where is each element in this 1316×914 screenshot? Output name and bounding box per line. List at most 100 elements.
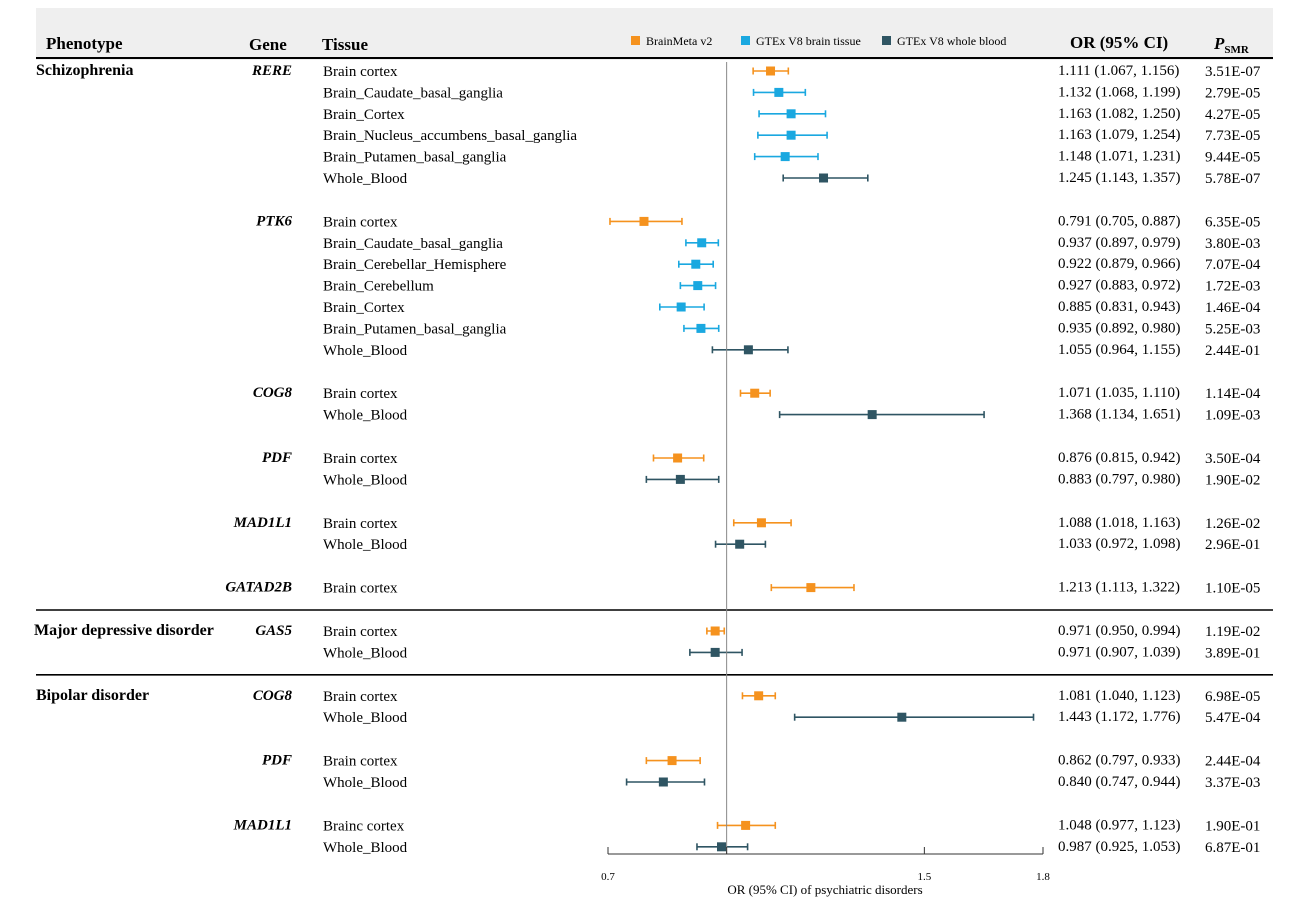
or-ci-value: 1.148 (1.071, 1.231) [1058, 149, 1181, 165]
or-ci-value: 1.163 (1.082, 1.250) [1058, 106, 1181, 122]
x-tick-label: 1.8 [1036, 871, 1050, 883]
or-point-marker [754, 691, 764, 701]
tissue-label: Whole_Blood [323, 343, 408, 359]
p-smr-value: 1.90E-02 [1205, 472, 1260, 488]
tissue-label: Brain cortex [323, 451, 398, 467]
or-point-marker [819, 173, 829, 183]
or-point-marker [676, 302, 686, 312]
or-ci-value: 0.862 (0.797, 0.933) [1058, 753, 1181, 769]
tissue-label: Brain cortex [323, 581, 398, 597]
or-point-marker [774, 87, 784, 97]
gene-label-rere: RERE [251, 63, 292, 79]
legend-swatch-gtex-brain [741, 36, 750, 45]
p-smr-value: 6.98E-05 [1205, 689, 1260, 705]
tissue-label: Whole_Blood [323, 472, 408, 488]
tissue-label: Brain_Cortex [323, 107, 405, 123]
header-tissue: Tissue [322, 35, 368, 54]
tissue-label: Whole_Blood [323, 775, 408, 791]
header-or-ci: OR (95% CI) [1070, 33, 1168, 52]
gene-label-mad1l1: MAD1L1 [233, 817, 292, 833]
p-smr-value: 2.79E-05 [1205, 85, 1260, 101]
gene-label-pdf: PDF [262, 753, 292, 769]
tissue-label: Brain cortex [323, 754, 398, 770]
x-tick-label: 1.5 [917, 871, 931, 883]
tissue-label: Brain cortex [323, 64, 398, 80]
or-point-marker [710, 647, 720, 657]
or-ci-value: 0.885 (0.831, 0.943) [1058, 299, 1181, 315]
or-ci-value: 0.927 (0.883, 0.972) [1058, 278, 1181, 294]
legend: BrainMeta v2 GTEx V8 brain tissue GTEx V… [631, 34, 1006, 48]
or-point-marker [766, 66, 776, 76]
tissue-label: Brain cortex [323, 516, 398, 532]
p-smr-value: 7.73E-05 [1205, 128, 1260, 144]
p-smr-value: 2.96E-01 [1205, 537, 1260, 553]
or-ci-value: 1.033 (0.972, 1.098) [1058, 536, 1181, 552]
p-smr-value: 3.80E-03 [1205, 236, 1260, 252]
p-smr-value: 5.47E-04 [1205, 710, 1261, 726]
or-point-marker [696, 323, 706, 333]
or-point-marker [741, 820, 751, 830]
x-axis: 0.7 1.5 1.8 OR (95% CI) of psychiatric diso… [601, 847, 1050, 897]
p-smr-value: 3.37E-03 [1205, 775, 1260, 791]
or-point-marker [639, 216, 649, 226]
or-ci-value: 0.791 (0.705, 0.887) [1058, 213, 1181, 229]
tissue-label: Brainc cortex [323, 818, 405, 834]
tissue-label: Brain_Putamen_basal_ganglia [323, 321, 507, 337]
p-smr-value: 6.87E-01 [1205, 840, 1260, 856]
or-ci-value: 1.245 (1.143, 1.357) [1058, 170, 1181, 186]
or-point-marker [693, 281, 703, 291]
or-point-marker [897, 712, 907, 722]
or-point-marker [786, 109, 796, 119]
or-point-marker [735, 539, 745, 549]
p-smr-value: 4.27E-05 [1205, 107, 1260, 123]
tissue-label: Brain cortex [323, 689, 398, 705]
tissue-label: Whole_Blood [323, 537, 408, 553]
or-ci-value: 0.883 (0.797, 0.980) [1058, 471, 1181, 487]
tissue-label: Whole_Blood [323, 840, 408, 856]
or-ci-value: 1.368 (1.134, 1.651) [1058, 407, 1181, 423]
or-point-marker [697, 238, 707, 248]
header-p-main: P [1213, 34, 1225, 53]
gene-label-cog8: COG8 [253, 385, 293, 401]
p-smr-value: 5.78E-07 [1205, 171, 1261, 187]
or-ci-value: 1.071 (1.035, 1.110) [1058, 385, 1180, 401]
p-smr-value: 1.09E-03 [1205, 408, 1260, 424]
or-point-marker [691, 259, 701, 269]
or-point-marker [675, 474, 685, 484]
gene-label-pdf: PDF [262, 450, 292, 466]
or-ci-value: 1.055 (0.964, 1.155) [1058, 342, 1181, 358]
tissue-label: Brain_Putamen_basal_ganglia [323, 150, 507, 166]
p-smr-value: 1.26E-02 [1205, 516, 1260, 532]
or-ci-value: 1.443 (1.172, 1.776) [1058, 709, 1181, 725]
or-point-marker [673, 453, 683, 463]
or-point-marker [867, 410, 877, 420]
p-smr-value: 6.35E-05 [1205, 214, 1260, 230]
tissue-label: Brain_Cortex [323, 300, 405, 316]
or-ci-value: 1.081 (1.040, 1.123) [1058, 688, 1181, 704]
p-smr-value: 2.44E-01 [1205, 343, 1260, 359]
or-ci-value: 1.213 (1.113, 1.322) [1058, 580, 1180, 596]
or-ci-value: 0.971 (0.950, 0.994) [1058, 623, 1181, 639]
or-point-marker [786, 130, 796, 140]
or-ci-value: 1.048 (0.977, 1.123) [1058, 817, 1181, 833]
p-smr-value: 1.72E-03 [1205, 279, 1260, 295]
p-smr-value: 1.46E-04 [1205, 300, 1261, 316]
tissue-label: Brain_Cerebellar_Hemisphere [323, 257, 507, 273]
p-smr-value: 9.44E-05 [1205, 150, 1260, 166]
header-p-smr: PSMR [1213, 34, 1250, 56]
x-axis-label: OR (95% CI) of psychiatric disorders [727, 882, 922, 897]
p-smr-value: 3.89E-01 [1205, 645, 1260, 661]
tissue-label: Brain cortex [323, 624, 398, 640]
p-smr-value: 7.07E-04 [1205, 257, 1261, 273]
p-smr-value: 3.51E-07 [1205, 64, 1261, 80]
p-smr-value: 1.10E-05 [1205, 581, 1260, 597]
tissue-label: Whole_Blood [323, 645, 408, 661]
or-point-marker [780, 152, 790, 162]
or-point-marker [710, 626, 720, 636]
tissue-label: Brain cortex [323, 214, 398, 230]
legend-label-brainmeta: BrainMeta v2 [646, 34, 712, 48]
gene-label-gas5: GAS5 [255, 623, 292, 639]
tissue-label: Brain_Cerebellum [323, 279, 434, 295]
header-phenotype: Phenotype [46, 34, 123, 53]
